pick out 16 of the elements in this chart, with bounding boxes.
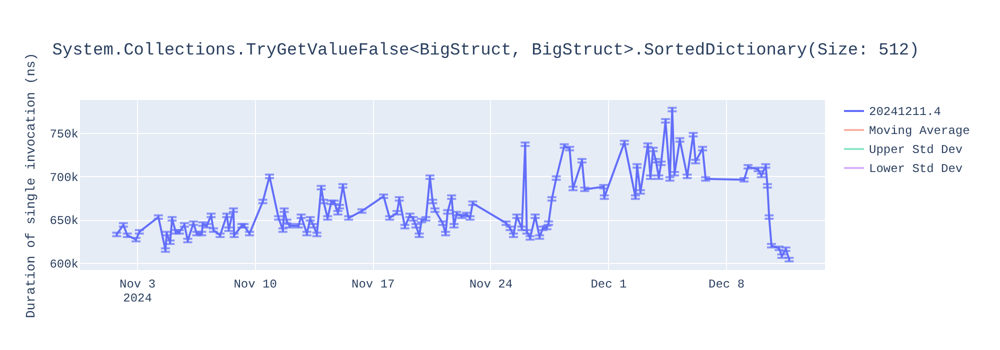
legend-label: Upper Std Dev <box>869 143 963 157</box>
y-tick-label: 650k <box>50 214 78 228</box>
legend-label: 20241211.4 <box>869 105 942 119</box>
y-tick-label: 600k <box>50 258 78 272</box>
x-tick-label: Nov 10 <box>234 278 277 292</box>
y-axis-title: Duration of single invocation (ns) <box>24 52 39 318</box>
chart-title: System.Collections.TryGetValueFalse<BigStruct, BigStruct>.SortedDictionary(Size: 512) <box>52 41 920 60</box>
x-tick-label: Dec 1 <box>590 278 627 292</box>
legend-label: Moving Average <box>869 124 970 138</box>
legend-label: Lower Std Dev <box>869 162 963 176</box>
x-tick-label: Nov 17 <box>352 278 395 292</box>
x-tick-label: Nov 3 2024 <box>120 278 156 306</box>
x-tick-label: Dec 8 <box>708 278 745 292</box>
y-tick-label: 750k <box>50 127 78 142</box>
x-tick-label: Nov 24 <box>469 278 513 292</box>
y-tick-label: 700k <box>50 170 78 185</box>
